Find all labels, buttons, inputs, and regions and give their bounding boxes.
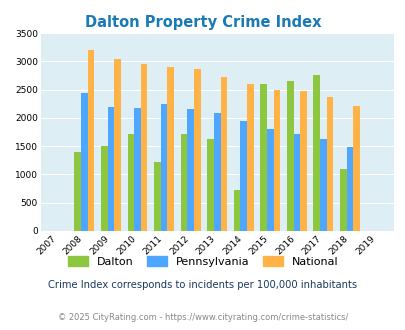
Bar [220,77,227,231]
Bar [339,169,346,231]
Bar [286,81,293,231]
Bar [141,64,147,231]
Bar [107,107,114,231]
Bar [313,75,319,231]
Bar [167,67,174,231]
Bar [319,139,326,231]
Bar [101,146,107,231]
Text: © 2025 CityRating.com - https://www.cityrating.com/crime-statistics/: © 2025 CityRating.com - https://www.city… [58,313,347,322]
Bar [293,134,299,231]
Bar [266,129,273,231]
Legend: Dalton, Pennsylvania, National: Dalton, Pennsylvania, National [63,251,342,271]
Bar [187,109,194,231]
Bar [180,134,187,231]
Bar [260,84,266,231]
Bar [273,89,279,231]
Text: Crime Index corresponds to incidents per 100,000 inhabitants: Crime Index corresponds to incidents per… [48,280,357,290]
Bar [160,104,167,231]
Bar [240,121,247,231]
Bar [134,108,141,231]
Bar [154,162,160,231]
Bar [114,59,121,231]
Bar [352,106,359,231]
Bar [346,147,352,231]
Bar [127,134,134,231]
Bar [233,190,240,231]
Bar [207,139,213,231]
Bar [81,93,87,231]
Text: Dalton Property Crime Index: Dalton Property Crime Index [85,15,320,30]
Bar [299,91,306,231]
Bar [326,97,333,231]
Bar [194,69,200,231]
Bar [213,113,220,231]
Bar [87,50,94,231]
Bar [74,152,81,231]
Bar [247,84,253,231]
